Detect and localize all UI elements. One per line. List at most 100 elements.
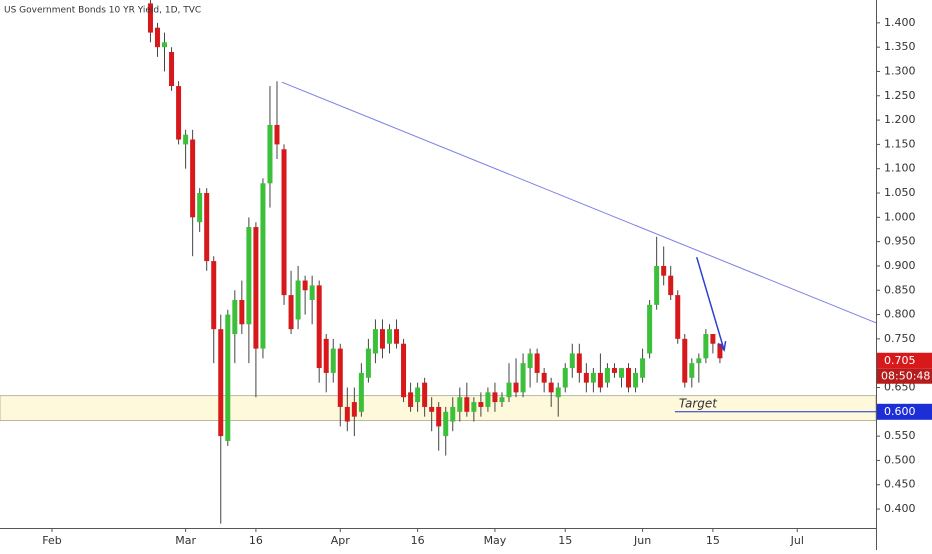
candle-body [358, 372, 364, 412]
y-tick-label: 1.300 [884, 64, 916, 77]
candle-body [661, 265, 667, 276]
x-tick-label: Mar [175, 534, 196, 547]
candle-body [401, 343, 407, 398]
candle-body [351, 402, 357, 417]
last-price-label: 0.705 [884, 354, 916, 367]
candle-body [394, 329, 400, 344]
candle-body [197, 193, 203, 223]
candle-body [668, 275, 674, 296]
candle-body [323, 338, 329, 373]
x-tick-label: 16 [411, 534, 425, 547]
candle-body [576, 353, 582, 373]
candle-body [555, 387, 561, 398]
candle-body [218, 329, 224, 437]
candle-body [604, 368, 610, 383]
candle-body [682, 338, 688, 383]
candle-body [154, 27, 160, 48]
x-tick-label: 16 [249, 534, 263, 547]
x-tick-label: 15 [706, 534, 720, 547]
candle-body [654, 265, 660, 305]
candle-body [239, 299, 245, 325]
candle-body [429, 406, 435, 412]
candle-body [204, 193, 210, 262]
candle-body [499, 397, 505, 403]
candle-body [183, 134, 189, 145]
countdown-tag [877, 368, 932, 384]
candle-body [147, 3, 153, 33]
y-tick-label: 1.200 [884, 113, 916, 126]
candle-body [316, 285, 322, 369]
candle-body [190, 139, 196, 218]
y-tick-label: 1.100 [884, 162, 916, 175]
candle-body [330, 348, 336, 373]
candle-body [176, 86, 182, 140]
candle-body [450, 406, 456, 422]
candle-body [611, 368, 617, 373]
candle-body [485, 392, 491, 407]
candle-body [675, 295, 681, 339]
candle-body [527, 353, 533, 369]
candle-body [436, 406, 442, 427]
candle-body [372, 329, 378, 354]
candle-body [415, 387, 421, 403]
arrow-head [717, 341, 727, 352]
y-tick-label: 0.800 [884, 308, 916, 321]
candle-body [506, 382, 512, 398]
chart-title: US Government Bonds 10 YR Yield, 1D, TVC [4, 6, 201, 16]
target-price-tag [877, 403, 932, 420]
y-tick-label: 1.000 [884, 210, 916, 223]
candle-body [232, 299, 238, 335]
candle-body [365, 348, 371, 378]
x-tick-label: 15 [558, 534, 572, 547]
x-tick-label: Jun [633, 534, 651, 547]
y-tick-label: 1.150 [884, 137, 916, 150]
candle-body [246, 227, 252, 325]
countdown-label: 08:50:48 [881, 369, 930, 382]
candle-body [703, 334, 709, 359]
y-tick-label: 0.750 [884, 332, 916, 345]
candle-body [464, 397, 470, 412]
candle-body [162, 42, 168, 48]
candle-body [281, 149, 287, 296]
x-tick-label: Apr [331, 534, 351, 547]
candle-body [379, 329, 385, 349]
candle-body [710, 334, 716, 344]
candle-body [169, 52, 175, 87]
candle-body [309, 285, 315, 300]
candle-body [696, 358, 702, 364]
candle-body [583, 372, 589, 383]
candle-body [548, 382, 554, 393]
candle-body [457, 397, 463, 412]
candle-body [689, 363, 695, 378]
candle-body [211, 261, 217, 330]
candle-body [534, 353, 540, 373]
candle-body [597, 372, 603, 388]
candle-body [541, 372, 547, 383]
x-tick-label: Jul [790, 534, 804, 547]
y-tick-label: 0.850 [884, 283, 916, 296]
candle-body [492, 392, 498, 403]
candle-body [640, 358, 646, 378]
target-text: Target [679, 396, 718, 410]
candle-body [386, 329, 392, 344]
candle-body [225, 314, 231, 441]
y-tick-label: 0.550 [884, 429, 916, 442]
candle-body [295, 280, 301, 320]
candle-body [337, 348, 343, 407]
x-tick-label: Feb [42, 534, 61, 547]
candle-body [408, 392, 414, 407]
candle-body [471, 402, 477, 412]
candle-body [288, 295, 294, 330]
candle-body [647, 304, 653, 354]
y-tick-label: 0.400 [884, 502, 916, 515]
candle-body [513, 382, 519, 393]
candle-body [478, 402, 484, 407]
candle-body [267, 124, 273, 184]
candle-body [302, 280, 308, 291]
arrow [696, 256, 725, 351]
last-price-tag [877, 352, 932, 369]
y-tick-label: 1.250 [884, 89, 916, 102]
candle-body [626, 368, 632, 388]
candle-body [569, 353, 575, 369]
